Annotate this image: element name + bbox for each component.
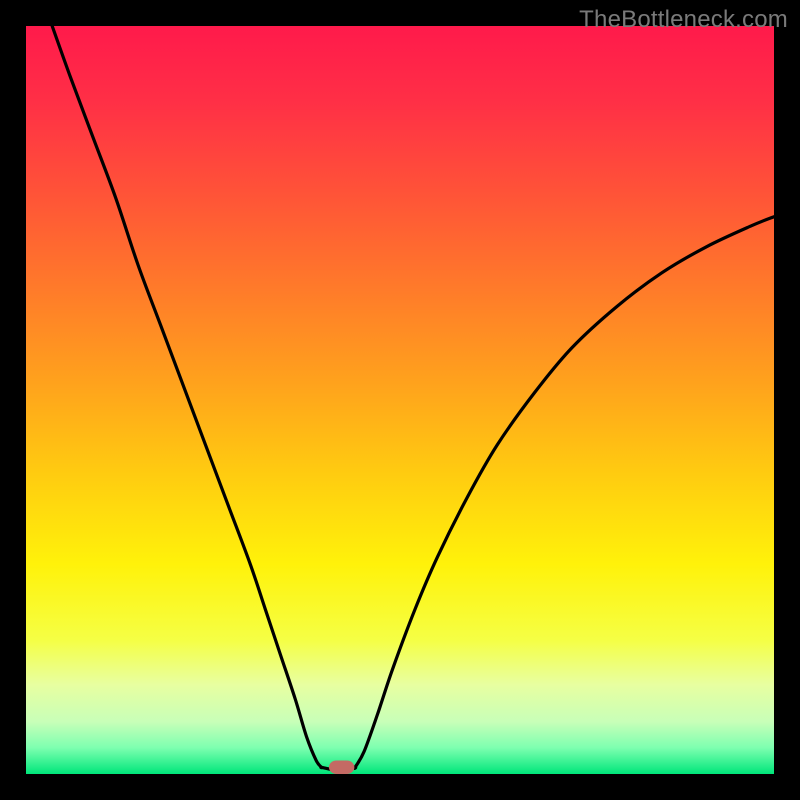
plot-background bbox=[26, 26, 774, 774]
bottleneck-chart-svg bbox=[0, 0, 800, 800]
chart-stage: TheBottleneck.com bbox=[0, 0, 800, 800]
valley-marker bbox=[329, 761, 354, 774]
